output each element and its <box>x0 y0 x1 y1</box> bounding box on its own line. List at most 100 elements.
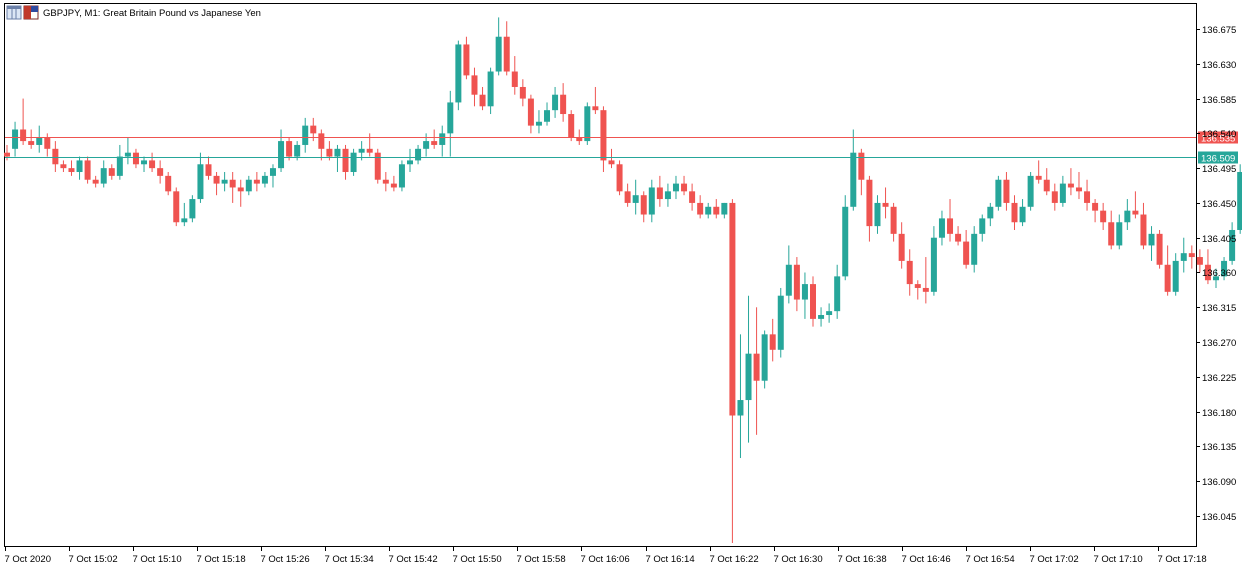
candle-body <box>664 191 671 200</box>
x-tick-label: 7 Oct 16:46 <box>902 554 951 565</box>
window-grid-icon[interactable] <box>6 5 22 20</box>
candle <box>1108 210 1115 250</box>
candle <box>1043 168 1050 196</box>
candle <box>672 175 679 200</box>
candle-body <box>1116 222 1123 246</box>
candle <box>350 148 357 176</box>
candle <box>664 183 671 207</box>
candle-body <box>1100 210 1107 223</box>
candle <box>318 129 325 161</box>
ask-price-tag <box>1198 131 1238 144</box>
candle <box>374 148 381 184</box>
candle <box>1221 257 1228 281</box>
candle <box>60 160 67 173</box>
candle-body <box>261 175 268 184</box>
candle-body <box>1067 183 1074 188</box>
candle-body <box>350 152 357 173</box>
y-tick-label: 136.090 <box>1202 477 1236 488</box>
candle-body <box>761 334 768 381</box>
candle-body <box>656 187 663 200</box>
candle <box>713 199 720 219</box>
candle-body <box>930 237 937 292</box>
candle <box>237 179 244 207</box>
candle <box>584 102 591 145</box>
candle-body <box>705 206 712 215</box>
candle-body <box>342 148 349 173</box>
x-tick-label: 7 Oct 16:06 <box>581 554 630 565</box>
candle-body <box>116 156 123 176</box>
candle <box>963 229 970 269</box>
candle-body <box>4 152 10 157</box>
candle <box>342 144 349 180</box>
currency-flag-icon <box>23 5 39 20</box>
candle <box>560 83 567 122</box>
candle-body <box>1092 202 1099 211</box>
candle-body <box>834 276 841 312</box>
price-lines-layer: 136.535 136.509 <box>5 131 1238 165</box>
candle-body <box>1180 253 1187 261</box>
candle <box>971 226 978 273</box>
bid-price-tag <box>1198 151 1238 164</box>
candle-body <box>1051 191 1058 203</box>
candle-body <box>640 195 647 215</box>
candle <box>769 318 776 362</box>
x-tick-label: 7 Oct 2020 <box>5 554 51 565</box>
candle-body <box>189 199 196 219</box>
candle <box>600 106 607 173</box>
candle <box>205 156 212 180</box>
candle <box>592 86 599 115</box>
candle <box>141 156 148 173</box>
candle-body <box>818 315 825 319</box>
candle <box>648 179 655 223</box>
candle-body <box>76 160 83 173</box>
candle <box>874 195 881 234</box>
candle <box>681 175 688 196</box>
candle <box>124 137 131 165</box>
y-tick-label: 136.450 <box>1202 199 1236 210</box>
candle-body <box>785 264 792 296</box>
x-tick-label: 7 Oct 16:38 <box>838 554 887 565</box>
x-tick-label: 7 Oct 15:50 <box>453 554 502 565</box>
candle-body <box>1003 179 1010 203</box>
candle <box>1188 245 1195 269</box>
candle-body <box>213 175 220 184</box>
candle-body <box>1124 210 1131 223</box>
candle <box>866 175 873 242</box>
ask-price-label: 136.535 <box>1201 134 1235 145</box>
y-tick-label: 136.315 <box>1202 303 1236 314</box>
candle-body <box>963 241 970 265</box>
candle-body <box>447 102 454 134</box>
candle <box>12 121 19 157</box>
candle-body <box>922 287 929 292</box>
candle <box>552 86 559 118</box>
candle <box>527 94 534 134</box>
x-tick-label: 7 Oct 15:26 <box>261 554 310 565</box>
candle-body <box>1108 222 1115 246</box>
candle-body <box>713 206 720 215</box>
candle <box>785 245 792 304</box>
candle-body <box>535 121 542 126</box>
candle-body <box>681 183 688 192</box>
candle <box>68 160 75 176</box>
candle-body <box>995 179 1002 207</box>
candle <box>511 56 518 95</box>
candle <box>656 175 663 207</box>
candle-body <box>608 160 615 165</box>
candle-body <box>92 179 99 184</box>
candle <box>1092 199 1099 223</box>
candle-body <box>882 202 889 207</box>
candle-body <box>52 148 59 165</box>
candle <box>640 191 647 223</box>
candle <box>173 187 180 227</box>
candle-body <box>1059 183 1066 203</box>
x-tick-label: 7 Oct 16:14 <box>646 554 695 565</box>
candle-body <box>592 106 599 111</box>
candle <box>471 67 478 107</box>
candle-body <box>278 141 285 169</box>
candle <box>108 164 115 180</box>
candle-body <box>1132 210 1139 215</box>
candle <box>286 137 293 161</box>
candle-body <box>407 160 413 165</box>
candle <box>503 21 510 76</box>
